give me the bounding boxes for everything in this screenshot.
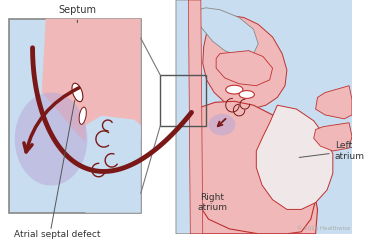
- Bar: [9, 19, 141, 213]
- Polygon shape: [316, 86, 352, 119]
- Polygon shape: [314, 123, 352, 151]
- Polygon shape: [188, 0, 203, 234]
- Text: © 2016 Healthwise: © 2016 Healthwise: [297, 226, 350, 231]
- Ellipse shape: [209, 114, 235, 135]
- Polygon shape: [85, 116, 141, 213]
- Ellipse shape: [226, 85, 243, 94]
- Polygon shape: [256, 105, 333, 210]
- Ellipse shape: [239, 90, 254, 98]
- Polygon shape: [176, 0, 352, 234]
- Polygon shape: [191, 134, 318, 234]
- Polygon shape: [42, 19, 141, 158]
- Polygon shape: [176, 0, 201, 234]
- Text: Atrial septal defect: Atrial septal defect: [14, 230, 100, 239]
- Ellipse shape: [79, 107, 86, 124]
- Text: Septum: Septum: [59, 5, 96, 23]
- Polygon shape: [196, 101, 316, 234]
- Text: Left
atrium: Left atrium: [299, 141, 365, 161]
- Text: Right
atrium: Right atrium: [197, 193, 227, 212]
- Polygon shape: [191, 8, 258, 56]
- Polygon shape: [216, 51, 273, 86]
- Ellipse shape: [72, 83, 83, 102]
- Ellipse shape: [15, 92, 87, 186]
- Bar: [160, 75, 206, 126]
- Polygon shape: [203, 15, 287, 109]
